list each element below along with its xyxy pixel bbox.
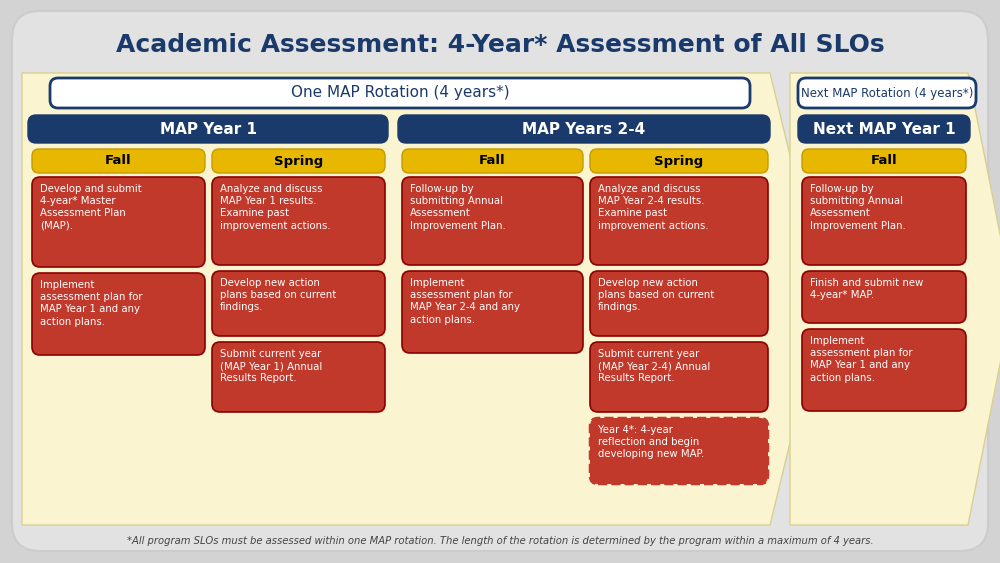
- FancyBboxPatch shape: [802, 329, 966, 411]
- FancyBboxPatch shape: [32, 149, 205, 173]
- Text: Develop new action
plans based on current
findings.: Develop new action plans based on curren…: [220, 278, 336, 312]
- Text: Submit current year
(MAP Year 1) Annual
Results Report.: Submit current year (MAP Year 1) Annual …: [220, 349, 322, 383]
- FancyBboxPatch shape: [402, 149, 583, 173]
- FancyBboxPatch shape: [32, 177, 205, 267]
- FancyBboxPatch shape: [798, 78, 976, 108]
- FancyBboxPatch shape: [212, 149, 385, 173]
- Text: Implement
assessment plan for
MAP Year 2-4 and any
action plans.: Implement assessment plan for MAP Year 2…: [410, 278, 520, 325]
- Text: MAP Year 1: MAP Year 1: [160, 122, 256, 136]
- FancyBboxPatch shape: [802, 149, 966, 173]
- Text: Follow-up by
submitting Annual
Assessment
Improvement Plan.: Follow-up by submitting Annual Assessmen…: [410, 184, 506, 231]
- FancyBboxPatch shape: [28, 115, 388, 143]
- Text: Follow-up by
submitting Annual
Assessment
Improvement Plan.: Follow-up by submitting Annual Assessmen…: [810, 184, 906, 231]
- Text: Analyze and discuss
MAP Year 2-4 results.
Examine past
improvement actions.: Analyze and discuss MAP Year 2-4 results…: [598, 184, 709, 231]
- Text: Spring: Spring: [654, 154, 704, 168]
- FancyBboxPatch shape: [590, 177, 768, 265]
- Text: Develop new action
plans based on current
findings.: Develop new action plans based on curren…: [598, 278, 714, 312]
- Text: MAP Years 2-4: MAP Years 2-4: [522, 122, 646, 136]
- FancyBboxPatch shape: [398, 115, 770, 143]
- FancyBboxPatch shape: [212, 177, 385, 265]
- FancyBboxPatch shape: [590, 342, 768, 412]
- Text: Academic Assessment: 4-Year* Assessment of All SLOs: Academic Assessment: 4-Year* Assessment …: [116, 33, 884, 57]
- Text: Fall: Fall: [105, 154, 132, 168]
- FancyBboxPatch shape: [590, 418, 768, 484]
- FancyBboxPatch shape: [212, 271, 385, 336]
- Text: Next MAP Year 1: Next MAP Year 1: [813, 122, 955, 136]
- FancyBboxPatch shape: [50, 78, 750, 108]
- Text: One MAP Rotation (4 years*): One MAP Rotation (4 years*): [291, 86, 509, 101]
- Polygon shape: [22, 73, 825, 525]
- FancyBboxPatch shape: [32, 273, 205, 355]
- Text: Next MAP Rotation (4 years*): Next MAP Rotation (4 years*): [801, 87, 973, 100]
- Text: Implement
assessment plan for
MAP Year 1 and any
action plans.: Implement assessment plan for MAP Year 1…: [810, 336, 912, 383]
- Text: Implement
assessment plan for
MAP Year 1 and any
action plans.: Implement assessment plan for MAP Year 1…: [40, 280, 143, 327]
- FancyBboxPatch shape: [402, 271, 583, 353]
- Text: Submit current year
(MAP Year 2-4) Annual
Results Report.: Submit current year (MAP Year 2-4) Annua…: [598, 349, 710, 383]
- Text: Year 4*: 4-year
reflection and begin
developing new MAP.: Year 4*: 4-year reflection and begin dev…: [598, 425, 704, 459]
- FancyBboxPatch shape: [798, 115, 970, 143]
- FancyBboxPatch shape: [12, 11, 988, 551]
- FancyBboxPatch shape: [590, 149, 768, 173]
- FancyBboxPatch shape: [212, 342, 385, 412]
- Text: *All program SLOs must be assessed within one MAP rotation. The length of the ro: *All program SLOs must be assessed withi…: [127, 536, 873, 546]
- Text: Spring: Spring: [274, 154, 323, 168]
- Text: Finish and submit new
4-year* MAP.: Finish and submit new 4-year* MAP.: [810, 278, 923, 300]
- Text: Develop and submit
4-year* Master
Assessment Plan
(MAP).: Develop and submit 4-year* Master Assess…: [40, 184, 142, 231]
- Text: Analyze and discuss
MAP Year 1 results.
Examine past
improvement actions.: Analyze and discuss MAP Year 1 results. …: [220, 184, 331, 231]
- Text: Fall: Fall: [479, 154, 506, 168]
- FancyBboxPatch shape: [802, 271, 966, 323]
- FancyBboxPatch shape: [802, 177, 966, 265]
- Text: Fall: Fall: [871, 154, 897, 168]
- FancyBboxPatch shape: [590, 271, 768, 336]
- Polygon shape: [790, 73, 1000, 525]
- FancyBboxPatch shape: [402, 177, 583, 265]
